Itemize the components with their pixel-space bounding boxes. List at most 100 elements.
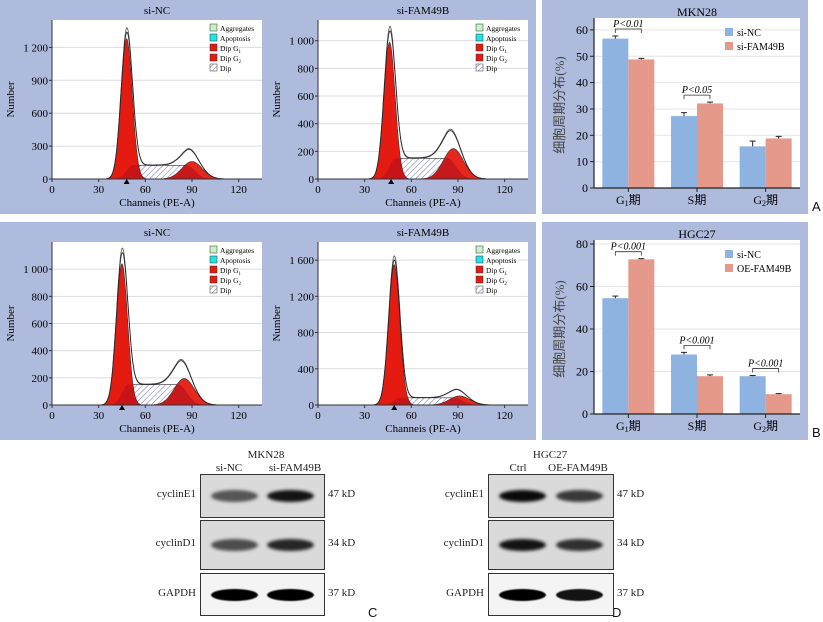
- blot-cycline1: [200, 474, 325, 518]
- y-tick-label: 40: [576, 76, 588, 90]
- legend-swatch-dip-g1: [475, 265, 484, 274]
- legend-label-dip-g2: Dip G2: [486, 276, 508, 287]
- y-tick-label: 40: [576, 322, 588, 336]
- protein-band: [555, 539, 604, 551]
- legend-swatch-dip-g2: [475, 53, 484, 62]
- blot-cyclind1: [200, 520, 325, 570]
- bar-si-fam49b: [628, 59, 655, 188]
- protein-label: GAPDH: [446, 586, 484, 599]
- legend-label-dip-g2: Dip G2: [220, 276, 242, 287]
- protein-band: [555, 490, 604, 502]
- x-tick-label: 60: [140, 410, 152, 422]
- overlap-area: [98, 384, 231, 405]
- x-tick-label: 60: [406, 410, 418, 422]
- legend-swatch-aggregates: [209, 23, 218, 32]
- y-tick-label: 0: [43, 174, 49, 186]
- protein-band: [210, 539, 258, 551]
- legend-label: OE-FAM49B: [737, 264, 792, 275]
- legend-label-dip-g2: Dip G2: [486, 54, 508, 65]
- legend-label-dip-g1: Dip G1: [220, 266, 242, 277]
- x-tick-label: 90: [187, 410, 199, 422]
- flow-histogram-mkn28-sifam49b: si-FAM49B 0 200 400 600 800 1 000 0 30 60 90 120 Cha…: [271, 5, 528, 209]
- legend-swatch: [725, 250, 733, 258]
- bar-si-fam49b: [765, 138, 792, 188]
- legend-label-aggregates: Aggregates: [220, 246, 254, 255]
- legend-swatch: [725, 28, 733, 36]
- protein-label: cyclinE1: [156, 488, 196, 500]
- protein-band: [555, 588, 604, 601]
- y-tick-label: 600: [32, 108, 49, 120]
- protein-band: [498, 539, 547, 551]
- x-tick-label: 60: [140, 184, 152, 196]
- legend-swatch-dip-g2: [209, 53, 218, 62]
- y-tick-label: 20: [576, 365, 588, 379]
- x-tick-label: S期: [688, 193, 707, 207]
- y-tick-label: 600: [298, 91, 315, 103]
- legend-label-apoptosis: Apoptosis: [220, 256, 251, 265]
- legend-swatch-dip-g1: [209, 43, 218, 52]
- significance-label: P<0.05: [681, 85, 712, 96]
- wb-lane-label: si-FAM49B: [268, 462, 322, 474]
- y-tick-label: 0: [43, 400, 49, 412]
- legend-swatch-dip-g1: [475, 43, 484, 52]
- x-tick-label: 120: [496, 184, 513, 196]
- plot-area: [318, 242, 528, 405]
- legend-label-aggregates: Aggregates: [486, 24, 520, 33]
- significance-label: P<0.01: [612, 19, 643, 30]
- y-tick-label: 800: [32, 291, 49, 303]
- protein-band: [267, 490, 315, 502]
- legend-swatch-apoptosis: [209, 33, 218, 42]
- protein-band: [210, 588, 258, 601]
- protein-label: GAPDH: [158, 586, 196, 599]
- x-tick-label: 30: [93, 184, 105, 196]
- chart-title: MKN28: [677, 5, 717, 19]
- molecular-weight-label: 47 kD: [617, 488, 645, 500]
- x-tick-label: 0: [315, 410, 321, 422]
- y-tick-label: 600: [32, 319, 49, 331]
- blot-cycline1: [488, 474, 614, 518]
- y-tick-label: 50: [576, 49, 588, 63]
- y-tick-label: 1 000: [23, 264, 48, 276]
- g1-marker-triangle: [119, 405, 125, 410]
- g1-marker-triangle: [391, 405, 398, 410]
- overlap-area: [364, 397, 497, 405]
- y-tick-label: 60: [576, 23, 588, 37]
- x-axis-label: Channeis (PE-A): [119, 197, 195, 209]
- flow-histogram-hgc27-sinc: si-NC 0 200 400 600 800 1 000 0 30 60 90 120 Channei…: [5, 227, 262, 435]
- x-tick-label: 0: [49, 184, 55, 196]
- y-tick-label: 20: [576, 128, 588, 142]
- x-tick-label: 90: [453, 410, 465, 422]
- protein-band: [498, 588, 547, 601]
- y-axis-label: 细胞周期分布(%): [552, 280, 567, 378]
- plot-area: [318, 20, 528, 179]
- significance-bracket: [752, 368, 780, 373]
- x-tick-label: S期: [688, 419, 707, 433]
- legend-swatch-aggregates: [475, 23, 484, 32]
- significance-label: P<0.001: [610, 242, 646, 253]
- blot-gapdh: [488, 573, 614, 616]
- legend-label-aggregates: Aggregates: [220, 24, 254, 33]
- legend-swatch-dip-g2: [475, 275, 484, 284]
- g1-marker-triangle: [123, 179, 130, 184]
- legend-label-dip-g1: Dip G1: [486, 44, 508, 55]
- protein-band: [210, 490, 258, 502]
- x-tick-label: 120: [230, 184, 247, 196]
- x-tick-label: G2期: [753, 193, 778, 208]
- overlap-area: [98, 165, 231, 179]
- significance-bracket: [614, 251, 642, 256]
- legend-swatch-dip: [209, 63, 218, 72]
- chart-title: si-NC: [144, 5, 170, 17]
- wb-title: HGC27: [532, 449, 568, 461]
- legend-swatch: [725, 264, 733, 272]
- y-axis-label: Number: [271, 81, 283, 117]
- legend-label-dip: Dip: [220, 64, 232, 73]
- y-tick-label: 0: [582, 181, 588, 195]
- legend-swatch-dip: [209, 285, 218, 294]
- y-tick-label: 300: [32, 141, 49, 153]
- plot-area: [52, 20, 262, 179]
- western-blot-hgc27: HGC27 Ctrl OE-FAM49B cyclinE1 47 kD cyclin…: [430, 440, 660, 622]
- bar-si-fam49b: [697, 103, 723, 188]
- legend-label-apoptosis: Apoptosis: [220, 34, 251, 43]
- x-tick-label: G1期: [616, 193, 641, 208]
- bar-si-nc: [671, 354, 697, 414]
